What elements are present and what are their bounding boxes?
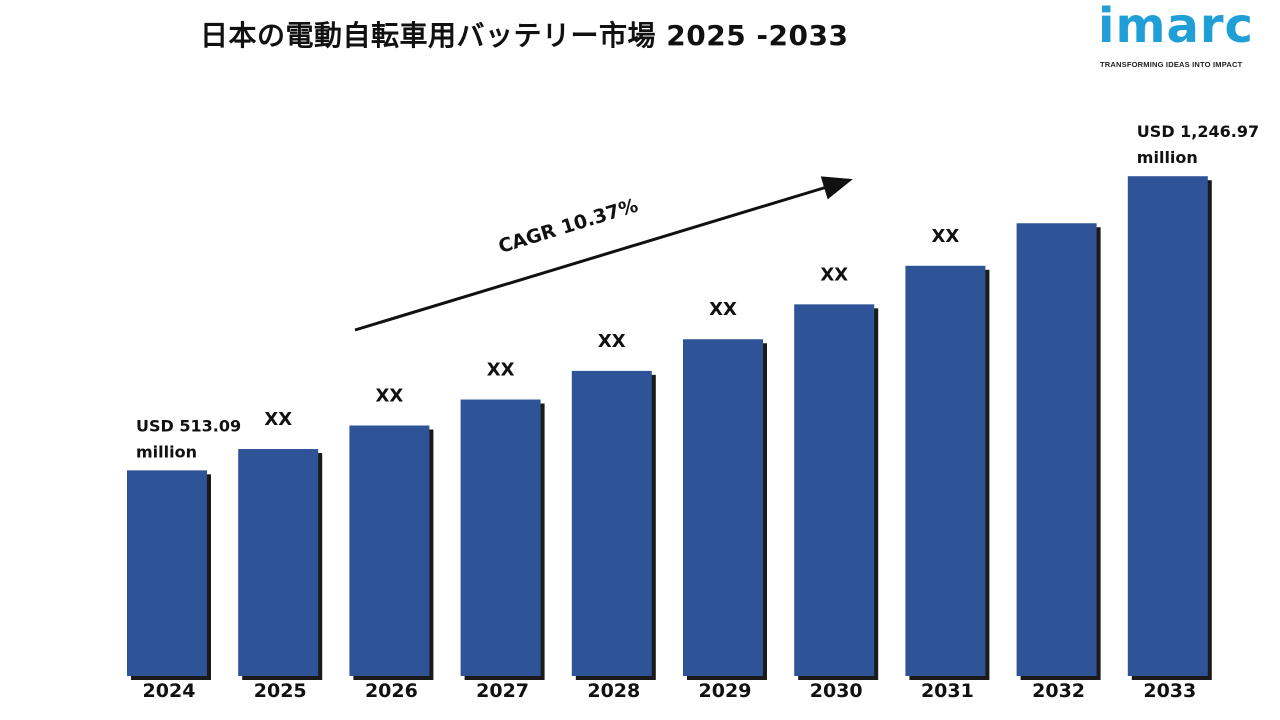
- data-label: XX: [820, 264, 848, 285]
- bar-2029: [683, 339, 763, 676]
- x-tick-label: 2032: [1032, 680, 1085, 702]
- bar-2030: [794, 304, 875, 676]
- bar-2027: [460, 399, 541, 676]
- chart-title: 日本の電動自転車用バッテリー市場 2025 -2033: [200, 19, 849, 52]
- x-tick-label: 2031: [921, 680, 974, 702]
- data-label: XX: [264, 409, 292, 430]
- logo-wordmark: imarc: [1098, 0, 1254, 54]
- x-tick-label: 2024: [143, 680, 196, 702]
- bar-2028: [571, 370, 652, 676]
- data-label: XX: [487, 360, 515, 381]
- cagr-arrow: [354, 176, 853, 332]
- x-tick-label: 2030: [810, 680, 863, 702]
- data-label: USD 1,246.97 million: [1137, 122, 1259, 167]
- data-label: XX: [598, 331, 626, 352]
- bar-2025: [238, 449, 319, 676]
- bar-2026: [349, 425, 430, 676]
- x-tick-label: 2029: [699, 680, 752, 702]
- data-label: USD 513.09 million: [136, 416, 241, 461]
- x-tick-label: 2027: [476, 680, 529, 702]
- bar-2032: [1016, 223, 1097, 676]
- bar-2033: [1127, 176, 1208, 676]
- logo-tagline: TRANSFORMING IDEAS INTO IMPACT: [1100, 60, 1243, 69]
- x-tick-label: 2025: [254, 680, 307, 702]
- data-label: XX: [932, 226, 960, 247]
- imarc-logo: imarc TRANSFORMING IDEAS INTO IMPACT: [1098, 2, 1258, 76]
- x-tick-label: 2026: [365, 680, 418, 702]
- cagr-label: CAGR 10.37%: [496, 195, 641, 258]
- x-tick-label: 2033: [1143, 680, 1196, 702]
- bar-2031: [905, 265, 986, 676]
- data-label: XX: [709, 299, 737, 320]
- bar-2024: [127, 470, 207, 676]
- x-tick-label: 2028: [587, 680, 640, 702]
- data-label: XX: [376, 386, 404, 407]
